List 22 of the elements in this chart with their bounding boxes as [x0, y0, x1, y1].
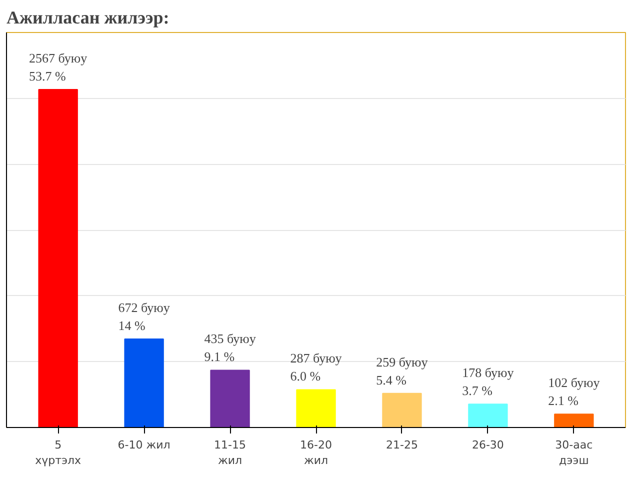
- data-label: 102 буюу 2.1 %: [548, 375, 600, 408]
- x-tick-label: 26-30: [472, 438, 504, 452]
- x-tick-label: 21-25: [386, 438, 418, 452]
- x-tick-label: 30-аас дээш: [555, 438, 593, 468]
- data-label: 178 буюу 3.7 %: [462, 365, 514, 398]
- bar: [554, 414, 594, 428]
- data-label: 435 буюу 9.1 %: [204, 331, 256, 364]
- data-label: 672 буюу 14 %: [118, 300, 170, 334]
- x-tick-label: 6-10 жил: [118, 438, 170, 452]
- data-label: 287 буюу 6.0 %: [290, 350, 342, 384]
- bar: [210, 370, 250, 428]
- bar: [38, 89, 78, 428]
- x-tick-label: 16-20 жил: [300, 438, 332, 468]
- bar: [296, 389, 336, 428]
- x-tick-label: 5 хүртэлх: [35, 438, 82, 468]
- data-label: 2567 буюу 53.7 %: [29, 50, 88, 84]
- chart-title: Ажилласан жилээр:: [6, 8, 170, 28]
- bar: [382, 392, 422, 428]
- x-tick-label: 11-15 жил: [214, 438, 246, 468]
- bar: [468, 404, 508, 428]
- data-label: 259 буюу 5.4 %: [376, 354, 428, 388]
- bar: [124, 338, 164, 428]
